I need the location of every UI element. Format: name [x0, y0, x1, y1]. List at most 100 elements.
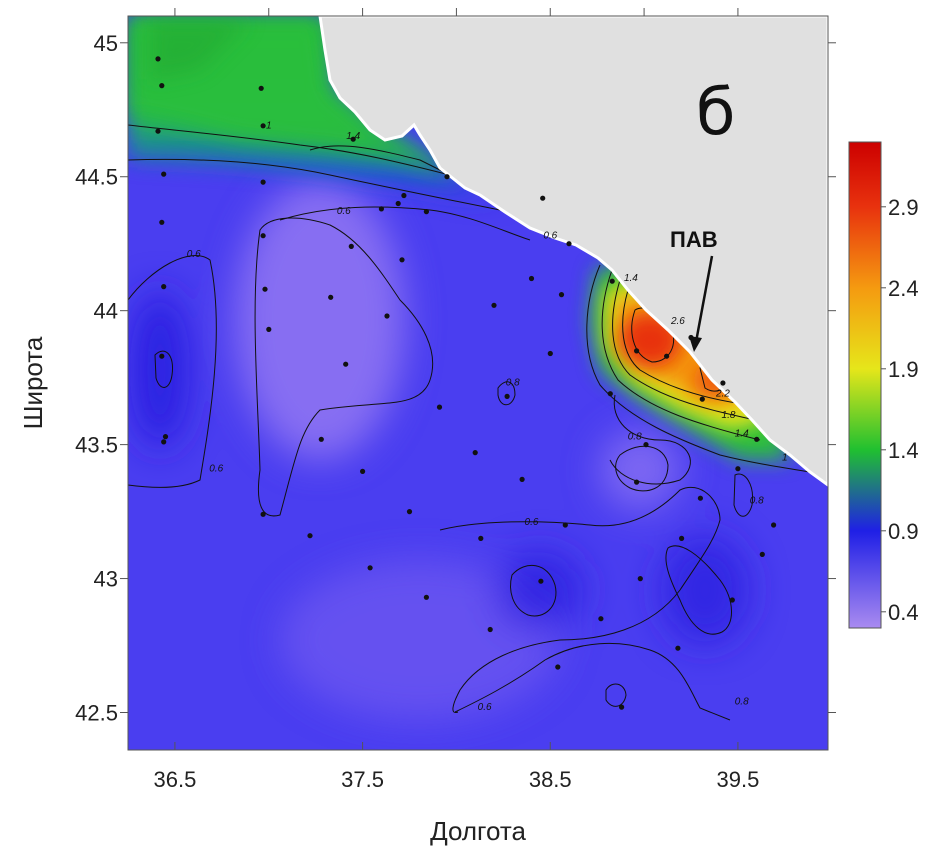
station-points — [155, 56, 777, 710]
contour-label: 1.4 — [624, 273, 638, 284]
station-point — [258, 85, 264, 91]
station-point — [395, 200, 401, 207]
colorbar-tick-label: 0.9 — [888, 519, 919, 544]
panel-letter: б — [696, 76, 735, 150]
contour-label: 1.8 — [722, 410, 736, 421]
station-point — [538, 578, 544, 584]
x-tick-label: 37.5 — [341, 767, 384, 792]
station-point — [720, 380, 726, 386]
station-point — [423, 594, 429, 600]
colorbar-tick-label: 2.4 — [888, 276, 919, 301]
station-point — [472, 450, 478, 456]
station-point — [547, 350, 553, 357]
contour-1-north — [128, 124, 451, 176]
station-point — [634, 479, 640, 485]
colorbar-tick-label: 1.9 — [888, 357, 919, 382]
contour-label: 0.6 — [187, 249, 201, 260]
contour-label: 1.4 — [346, 131, 360, 142]
station-point — [598, 616, 604, 622]
contour-label: 0.8 — [750, 496, 764, 507]
y-tick-labels: 42.5 43 43.5 44 44.5 45 — [75, 31, 118, 726]
contour-label: 0.6 — [337, 206, 351, 217]
axis-ticks — [120, 8, 836, 750]
station-point — [260, 123, 266, 129]
colorbar-ticks: 0.4 0.9 1.4 1.9 2.4 2.9 — [881, 195, 919, 625]
land-area — [318, 16, 828, 487]
station-point — [528, 275, 535, 282]
station-point — [697, 495, 704, 501]
station-point — [159, 353, 165, 359]
contour-label: 2.6 — [670, 316, 685, 327]
station-point — [607, 391, 613, 397]
colorbar-tick-label: 2.9 — [888, 195, 919, 220]
contour-label: 0.8 — [628, 431, 642, 442]
station-point — [619, 704, 625, 710]
station-point — [555, 664, 561, 670]
station-point — [161, 284, 167, 290]
station-point — [260, 233, 266, 239]
station-point — [664, 353, 670, 359]
station-point — [679, 535, 685, 542]
annotation-arrow-shaft — [694, 255, 714, 343]
station-point — [637, 576, 643, 582]
station-point — [444, 174, 450, 180]
station-point — [423, 209, 429, 215]
contour-0.6-southcentral — [439, 486, 721, 714]
contour-0.6-central — [254, 217, 434, 517]
contour-0.8-south — [510, 564, 557, 617]
station-point — [162, 434, 169, 440]
y-tick-label: 44.5 — [75, 165, 118, 190]
contour-0.8-southeast — [665, 545, 732, 635]
station-point — [161, 439, 167, 445]
station-point — [266, 326, 272, 332]
station-point — [519, 476, 525, 482]
station-point — [699, 396, 705, 402]
x-tick-label: 39.5 — [717, 767, 760, 792]
plot-frame — [127, 15, 829, 751]
station-point — [735, 466, 741, 472]
station-point — [307, 533, 313, 539]
station-point — [401, 192, 407, 199]
contour-label: 1.4 — [735, 429, 749, 440]
station-point — [406, 509, 413, 515]
contour-label: 1 — [782, 453, 788, 464]
higher-value-patch-south — [495, 550, 585, 630]
station-point — [634, 348, 640, 354]
contour-0.6-east-b — [615, 445, 669, 492]
station-point — [643, 442, 649, 448]
station-point — [328, 294, 334, 300]
station-point — [562, 522, 568, 528]
contour-0.6-north — [279, 206, 531, 241]
low-value-patch-south — [280, 560, 560, 720]
annotation: ПАВ — [670, 227, 718, 352]
station-point — [260, 179, 266, 185]
station-point — [771, 522, 777, 528]
contour-labels: 1.4 1 0.6 0.6 0.6 0.8 1.4 2.6 2.2 1.8 1.4 1 0.8 0.6 0.… — [187, 121, 788, 713]
station-point — [260, 511, 266, 517]
contour-0.8-north — [128, 158, 501, 211]
station-point — [566, 241, 572, 247]
station-point — [343, 361, 349, 367]
station-point — [155, 56, 161, 62]
y-tick-label: 44 — [94, 299, 118, 324]
contour-label: 0.6 — [478, 702, 492, 713]
station-point — [348, 243, 354, 249]
higher-value-patch-west — [130, 290, 190, 450]
contour-0.8-west-small — [154, 350, 174, 388]
contour-label: 0.6 — [543, 230, 557, 241]
contour-label: 2.2 — [715, 388, 730, 399]
annotation-label: ПАВ — [670, 227, 718, 252]
y-tick-label: 45 — [94, 31, 118, 56]
annotation-arrow-head — [689, 336, 702, 352]
station-point — [487, 626, 493, 633]
y-tick-label: 42.5 — [75, 700, 118, 725]
station-point — [159, 83, 165, 89]
station-point — [491, 302, 497, 308]
contour-label: 0.8 — [506, 378, 520, 389]
low-value-patch-east — [600, 430, 680, 510]
station-point — [262, 286, 268, 292]
higher-value-patch-southeast — [660, 535, 750, 645]
contour-0.6-south-small — [605, 683, 627, 707]
x-tick-label: 36.5 — [154, 767, 197, 792]
